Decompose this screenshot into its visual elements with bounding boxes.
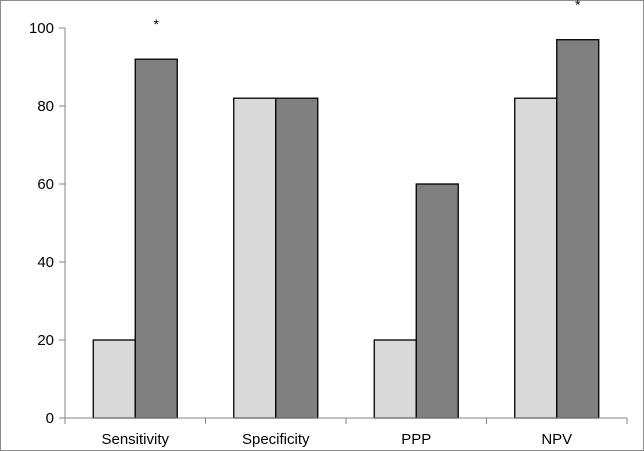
bar-npv-series-2 xyxy=(556,39,600,419)
x-tick-label-sensitivity: Sensitivity xyxy=(101,431,169,448)
bar-specificity-series-2 xyxy=(275,97,319,419)
bar-specificity-series-1 xyxy=(233,97,277,419)
x-tick-label-ppp: PPP xyxy=(401,431,431,448)
y-tick-label-80: 80 xyxy=(37,98,54,115)
y-tick-label-20: 20 xyxy=(37,332,54,349)
x-tick-label-specificity: Specificity xyxy=(242,431,310,448)
y-tick-label-60: 60 xyxy=(37,176,54,193)
y-tick-label-40: 40 xyxy=(37,254,54,271)
axes-group xyxy=(59,27,628,424)
significance-asterisk-npv: * xyxy=(575,0,581,13)
bar-sensitivity-series-1 xyxy=(92,339,136,419)
bar-npv-series-1 xyxy=(514,97,558,419)
bar-ppp-series-2 xyxy=(415,183,459,419)
bars-group xyxy=(92,39,600,419)
bar-ppp-series-1 xyxy=(373,339,417,419)
y-tick-label-0: 0 xyxy=(46,410,54,427)
y-tick-label-100: 100 xyxy=(29,20,54,37)
significance-asterisk-sensitivity: * xyxy=(154,16,160,32)
bar-sensitivity-series-2 xyxy=(134,58,178,419)
x-tick-label-npv: NPV xyxy=(541,431,572,448)
labels-group: Sensitivity Specificity PPP NPV 0 20 40 60 80 100… xyxy=(29,0,581,448)
